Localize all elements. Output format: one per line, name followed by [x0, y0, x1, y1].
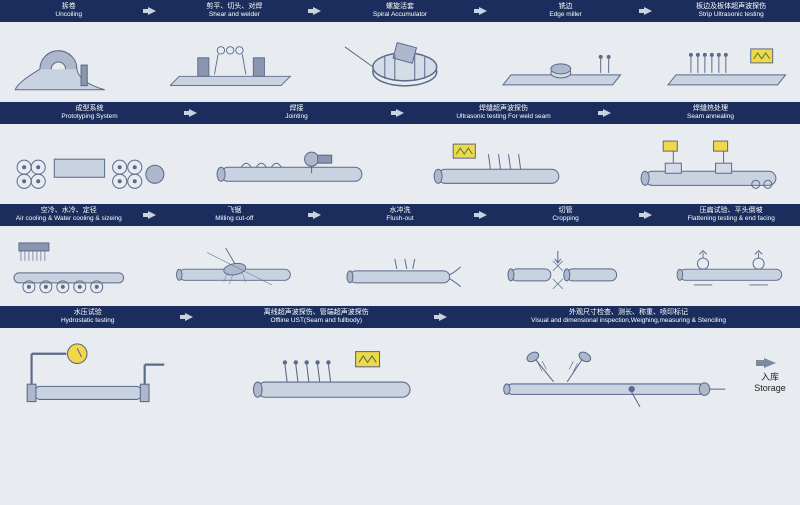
step-flush-out: 水冲洗 Flush-out	[331, 205, 469, 225]
step-label-en: Cropping	[501, 215, 631, 223]
step-label-cn: 飞锯	[170, 207, 300, 215]
flow-arrow-icon	[303, 211, 331, 219]
step-label-en: Edge miller	[501, 11, 631, 19]
diagram-offline-ust	[214, 328, 454, 423]
step-label-cn: 焊接	[211, 105, 382, 113]
step-ut-weld-seam: 焊缝超声波探伤 Ultrasonic testing For weld seam	[414, 103, 593, 123]
step-label-en: Uncoiling	[4, 11, 134, 19]
diagram-flush-out	[331, 226, 469, 306]
diagram-cropping	[497, 226, 635, 306]
step-label-cn: 水压试验	[4, 309, 171, 317]
storage-label-cn: 入库	[754, 370, 786, 383]
step-label-en: Air cooling & Water cooling & sizeing	[4, 215, 134, 223]
step-label-en: Ultrasonic testing For weld seam	[418, 113, 589, 121]
diagram-strip-ut	[662, 22, 800, 102]
step-jointing: 焊接 Jointing	[207, 103, 386, 123]
step-label-cn: 螺旋活套	[335, 3, 465, 11]
step-label-en: Hydrostatic testing	[4, 317, 171, 325]
step-seam-annealing: 焊缝热处理 Seam annealing	[621, 103, 800, 123]
step-label-en: Flush-out	[335, 215, 465, 223]
step-label-cn: 焊缝超声波探伤	[418, 105, 589, 113]
diagram-shear-welder	[166, 22, 304, 102]
diagram-edge-miller	[497, 22, 635, 102]
step-label-cn: 焊缝热处理	[625, 105, 796, 113]
step-label-cn: 拆卷	[4, 3, 134, 11]
diagram-hydrostatic	[0, 328, 186, 423]
diagram-row-2	[0, 124, 800, 204]
step-label-en: Prototyping System	[4, 113, 175, 121]
step-spiral-accumulator: 螺旋活套 Spiral Accumulator	[331, 1, 469, 21]
step-cooling-sizing: 空冷、水冷、定径 Air cooling & Water cooling & s…	[0, 205, 138, 225]
process-header-row-3: 空冷、水冷、定径 Air cooling & Water cooling & s…	[0, 204, 800, 226]
step-hydrostatic: 水压试验 Hydrostatic testing	[0, 307, 175, 327]
process-header-row-1: 拆卷 Uncoiling 剪平、切头、对焊 Shear and welder 螺…	[0, 0, 800, 22]
step-label-cn: 铣边	[501, 3, 631, 11]
step-label-cn: 剪平、切头、对焊	[170, 3, 300, 11]
diagram-row-1	[0, 22, 800, 102]
step-edge-miller: 铣边 Edge miller	[497, 1, 635, 21]
step-label-cn: 板边及板体超声波探伤	[666, 3, 796, 11]
step-label-en: Milling cut-off	[170, 215, 300, 223]
diagram-flattening	[662, 226, 800, 306]
flow-arrow-icon	[138, 211, 166, 219]
diagram-uncoiling	[0, 22, 138, 102]
step-uncoiling: 拆卷 Uncoiling	[0, 1, 138, 21]
step-label-en: Jointing	[211, 113, 382, 121]
storage-label-en: Storage	[754, 383, 786, 393]
step-label-en: Shear and welder	[170, 11, 300, 19]
diagram-row-3	[0, 226, 800, 306]
step-label-cn: 压扁试验、平头倒坡	[666, 207, 796, 215]
process-header-row-2: 成型系统 Prototyping System 焊接 Jointing 焊缝超声…	[0, 102, 800, 124]
step-flattening: 压扁试验、平头倒坡 Flattening testing & end facin…	[662, 205, 800, 225]
diagram-cooling	[0, 226, 138, 306]
process-header-row-4: 水压试验 Hydrostatic testing 离线超声波探伤、管端超声波探伤…	[0, 306, 800, 328]
flow-arrow-icon	[138, 7, 166, 15]
flow-arrow-icon	[175, 313, 203, 321]
flow-arrow-icon	[469, 211, 497, 219]
flow-arrow-icon	[303, 7, 331, 15]
diagram-visual-inspection	[482, 328, 740, 423]
diagram-row-4: 入库 Storage	[0, 328, 800, 423]
step-offline-ust: 离线超声波探伤、管端超声波探伤 Offline UST(Seam and ful…	[203, 307, 429, 327]
flow-arrow-icon	[634, 7, 662, 15]
step-strip-ut: 板边及板体超声波探伤 Strip Ultrasonic testing	[662, 1, 800, 21]
step-label-cn: 水冲洗	[335, 207, 465, 215]
step-shear-welder: 剪平、切头、对焊 Shear and welder	[166, 1, 304, 21]
storage-endpoint: 入库 Storage	[740, 328, 800, 423]
flow-arrow-icon	[429, 313, 457, 321]
step-label-en: Offline UST(Seam and fullbody)	[207, 317, 425, 325]
step-cropping: 切管 Cropping	[497, 205, 635, 225]
flow-arrow-icon	[593, 109, 621, 117]
step-label-en: Strip Ultrasonic testing	[666, 11, 796, 19]
diagram-spiral-accumulator	[331, 22, 469, 102]
step-visual-inspection: 外观尺寸检查、测长、称重、喷印标记 Visual and dimensional…	[457, 307, 800, 327]
diagram-milling-cutoff	[166, 226, 304, 306]
step-prototyping: 成型系统 Prototyping System	[0, 103, 179, 123]
step-label-en: Seam annealing	[625, 113, 796, 121]
step-label-en: Spiral Accumulator	[335, 11, 465, 19]
step-label-en: Visual and dimensional inspection,Weighi…	[461, 317, 796, 325]
step-label-en: Flattening testing & end facing	[666, 215, 796, 223]
flow-arrow-icon	[469, 7, 497, 15]
step-milling-cutoff: 飞锯 Milling cut-off	[166, 205, 304, 225]
diagram-seam-annealing	[621, 124, 800, 204]
flow-arrow-icon	[634, 211, 662, 219]
flow-arrow-icon	[179, 109, 207, 117]
step-label-cn: 切管	[501, 207, 631, 215]
step-label-cn: 离线超声波探伤、管端超声波探伤	[207, 309, 425, 317]
flow-arrow-icon	[386, 109, 414, 117]
step-label-cn: 外观尺寸检查、测长、称重、喷印标记	[461, 309, 796, 317]
diagram-jointing	[207, 124, 386, 204]
step-label-cn: 成型系统	[4, 105, 175, 113]
diagram-prototyping	[0, 124, 179, 204]
step-label-cn: 空冷、水冷、定径	[4, 207, 134, 215]
diagram-ut-weld	[414, 124, 593, 204]
storage-arrow-icon	[764, 358, 776, 368]
